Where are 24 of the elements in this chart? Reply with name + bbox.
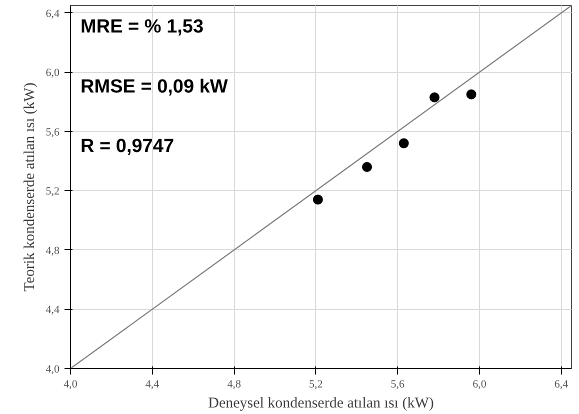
- x-tick-label: 6,4: [554, 378, 569, 390]
- point: [362, 162, 372, 172]
- point: [312, 194, 323, 205]
- point: [429, 92, 440, 102]
- y-tick-label: 4,8: [46, 244, 60, 257]
- y-tick-label: 4,4: [46, 304, 60, 316]
- point: [466, 89, 476, 100]
- y-tick-label: 6,4: [46, 8, 60, 20]
- x-tick-label: 4,4: [145, 378, 160, 390]
- y-tick-label: 5,6: [46, 126, 60, 138]
- y-tick-label: 4,0: [46, 364, 60, 376]
- x-tick-label: 5,2: [309, 378, 323, 390]
- annotation: RMSE = 0,09 kW: [80, 76, 228, 98]
- x-tick-label: 6,0: [472, 378, 487, 390]
- x-tick-label: 4,0: [64, 378, 78, 390]
- y-tick-label: 6,0: [46, 67, 60, 80]
- point: [398, 138, 409, 148]
- annotation: R = 0,9747: [80, 136, 174, 158]
- y-tick-label: 5,2: [46, 186, 60, 198]
- x-tick-label: 4,8: [227, 378, 242, 390]
- x-axis-title: Deneysel kondenserde atılan ısı (kW): [208, 396, 434, 412]
- y-axis-title: Teorik kondenserde atılan ısı (kW): [22, 82, 38, 292]
- x-tick-label: 5,6: [390, 378, 406, 390]
- annotation: MRE = % 1,53: [80, 16, 204, 38]
